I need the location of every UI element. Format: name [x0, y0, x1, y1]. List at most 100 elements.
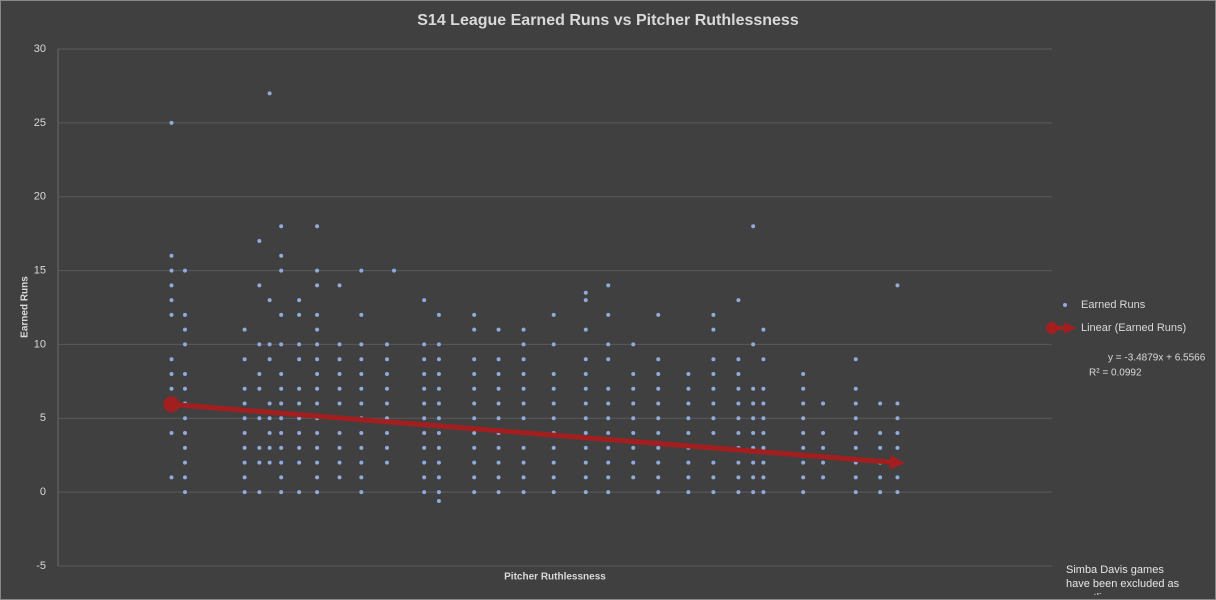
point — [583, 431, 588, 436]
point — [315, 475, 320, 480]
point — [297, 357, 302, 362]
point — [297, 298, 302, 303]
point — [821, 401, 826, 406]
point — [169, 312, 174, 317]
point — [711, 431, 716, 436]
point — [182, 371, 187, 376]
point — [656, 371, 661, 376]
point — [169, 283, 174, 288]
point — [359, 357, 364, 362]
point — [711, 475, 716, 480]
point — [315, 312, 320, 317]
point — [315, 268, 320, 273]
point — [297, 342, 302, 347]
point — [821, 460, 826, 465]
point — [736, 357, 741, 362]
point — [279, 416, 284, 421]
point — [422, 357, 427, 362]
point — [315, 371, 320, 376]
point — [761, 431, 766, 436]
point — [521, 416, 526, 421]
point — [583, 460, 588, 465]
point — [436, 342, 441, 347]
point — [751, 431, 756, 436]
point — [711, 386, 716, 391]
point — [297, 401, 302, 406]
y-tick-label: 10 — [34, 338, 46, 350]
point — [279, 268, 284, 273]
point — [436, 357, 441, 362]
point — [297, 386, 302, 391]
point — [267, 298, 272, 303]
point — [895, 445, 900, 450]
point — [686, 490, 691, 495]
point — [606, 283, 611, 288]
y-axis-label: Earned Runs — [20, 276, 31, 338]
chart-title: S14 League Earned Runs vs Pitcher Ruthle… — [417, 12, 799, 29]
y-tick-label: 5 — [40, 412, 46, 424]
point — [801, 401, 806, 406]
point — [801, 431, 806, 436]
point — [169, 268, 174, 273]
point — [279, 490, 284, 495]
point — [751, 401, 756, 406]
point — [182, 327, 187, 332]
point — [472, 445, 477, 450]
point — [686, 431, 691, 436]
point — [551, 460, 556, 465]
point — [656, 460, 661, 465]
point — [242, 460, 247, 465]
point — [711, 490, 716, 495]
point — [472, 431, 477, 436]
point — [801, 460, 806, 465]
point — [551, 445, 556, 450]
point — [436, 445, 441, 450]
point — [384, 445, 389, 450]
point — [257, 283, 262, 288]
point — [583, 490, 588, 495]
point — [267, 401, 272, 406]
point — [551, 416, 556, 421]
point — [631, 386, 636, 391]
y-tick-label: 15 — [34, 264, 46, 276]
point — [315, 357, 320, 362]
point — [895, 490, 900, 495]
point — [242, 416, 247, 421]
point — [583, 445, 588, 450]
point — [279, 342, 284, 347]
point — [736, 298, 741, 303]
point — [267, 445, 272, 450]
point — [315, 283, 320, 288]
point — [711, 401, 716, 406]
point — [257, 239, 262, 244]
point — [583, 416, 588, 421]
point — [656, 445, 661, 450]
point — [472, 371, 477, 376]
point — [182, 460, 187, 465]
point — [359, 475, 364, 480]
point — [422, 342, 427, 347]
point — [337, 431, 342, 436]
point — [761, 327, 766, 332]
point — [895, 401, 900, 406]
point — [853, 357, 858, 362]
point — [606, 386, 611, 391]
point — [736, 431, 741, 436]
point — [337, 475, 342, 480]
point — [315, 401, 320, 406]
trend-equation: y = -3.4879x + 6.5566 — [1108, 353, 1206, 364]
point — [496, 386, 501, 391]
point — [521, 490, 526, 495]
point — [711, 460, 716, 465]
point — [496, 445, 501, 450]
point — [279, 401, 284, 406]
point — [257, 386, 262, 391]
point — [472, 312, 477, 317]
point — [631, 431, 636, 436]
point — [359, 460, 364, 465]
point — [656, 357, 661, 362]
point — [422, 371, 427, 376]
point — [496, 490, 501, 495]
point — [521, 475, 526, 480]
